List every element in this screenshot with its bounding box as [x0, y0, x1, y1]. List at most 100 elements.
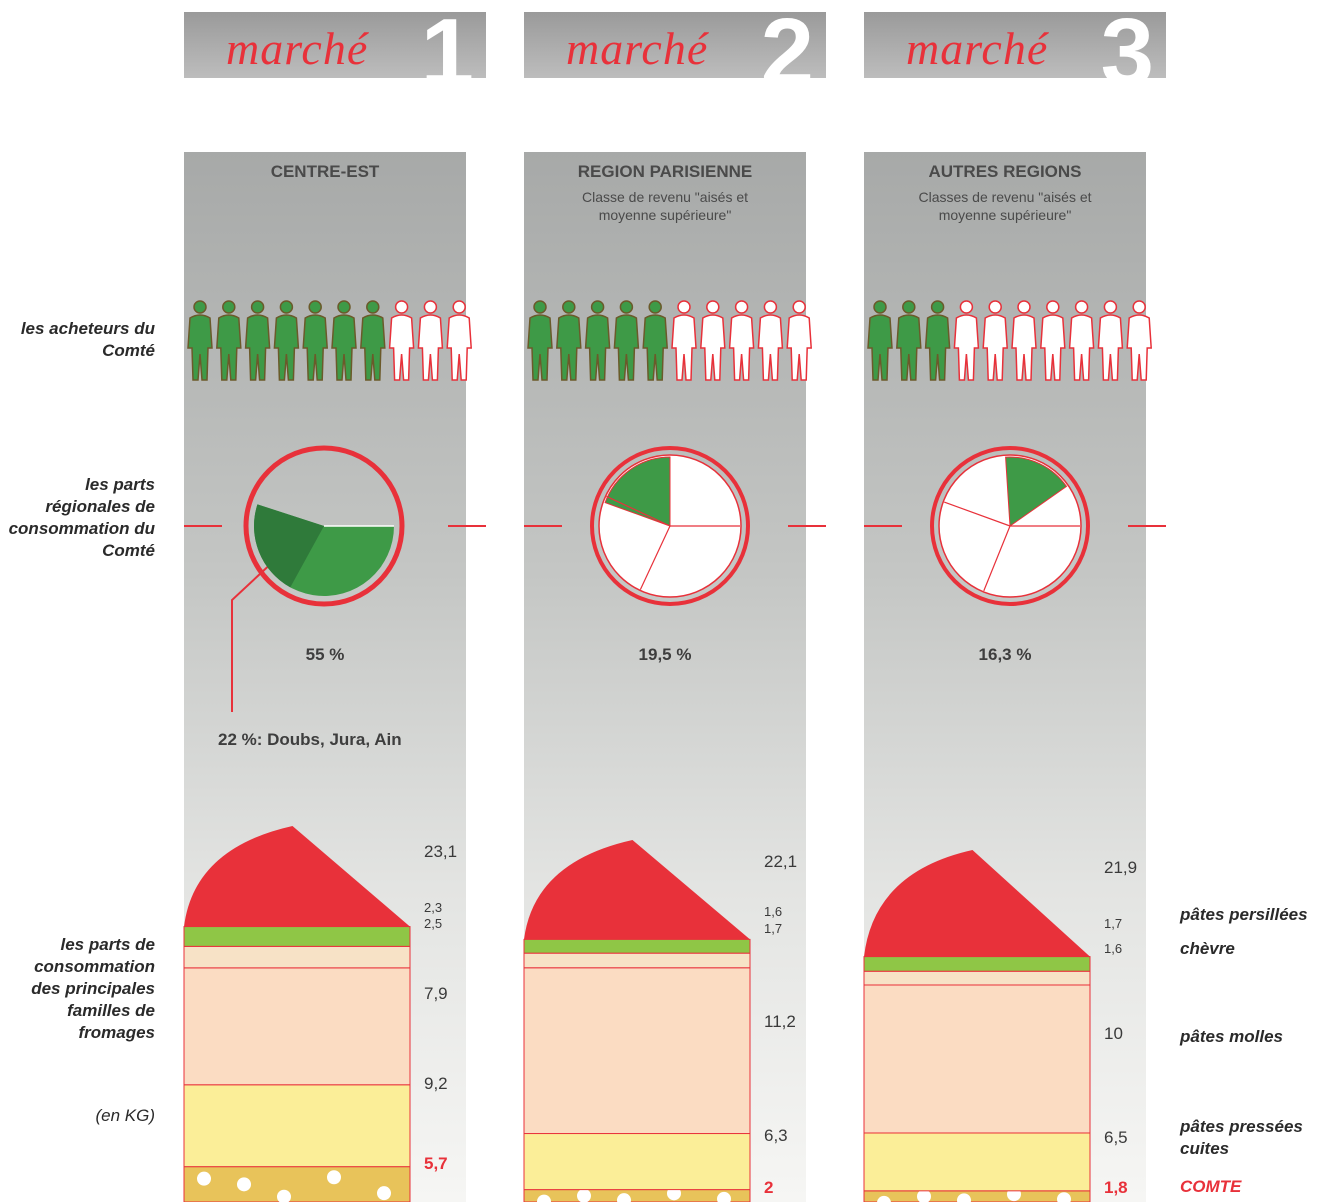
legend-molles: pâtes molles	[1180, 1027, 1283, 1046]
column-subtitle: Classes de revenu "aisés et moyenne supé…	[918, 189, 1092, 223]
label-regional-shares: les parts régionales de consommation du …	[8, 475, 155, 560]
person-icon	[867, 300, 893, 381]
cheese-hole	[577, 1188, 591, 1202]
legend-chevre: chèvre	[1180, 939, 1235, 958]
pie-divider	[983, 525, 1011, 592]
value-pressees: 6,5	[1104, 1128, 1128, 1147]
cheese-stack	[523, 840, 751, 1202]
cheese-hole	[537, 1194, 551, 1202]
column-subtitle: Classe de revenu "aisés et moyenne supér…	[581, 189, 749, 223]
value-molles: 7,9	[424, 984, 448, 1003]
person-icon	[613, 300, 640, 381]
stack-segment-comte	[863, 1190, 1091, 1202]
person-icon	[1068, 300, 1095, 381]
stack-segment-pressees	[183, 1084, 411, 1168]
label-unit: (en KG)	[95, 1106, 155, 1125]
column-title: AUTRES REGIONS	[928, 162, 1082, 181]
value-chevre: 2,5	[424, 916, 443, 931]
person-icon	[331, 300, 357, 381]
person-icon	[895, 300, 922, 381]
person-icon	[642, 300, 669, 381]
regional-share-pie	[930, 446, 1090, 606]
value-molles: 10	[1104, 1024, 1123, 1043]
stack-segment-persillees	[863, 956, 1091, 972]
cheese-stack	[863, 850, 1091, 1202]
value-persillees: 1,7	[1104, 916, 1123, 931]
pie-ring	[930, 446, 1090, 606]
cheese-hole	[277, 1189, 291, 1202]
cheese-hole	[877, 1195, 891, 1202]
share-label: 19,5 %	[638, 645, 692, 664]
value-comte: 5,7	[424, 1154, 448, 1173]
stack-segment-chevre	[863, 970, 1091, 986]
person-icon	[388, 300, 415, 381]
column-title: CENTRE-EST	[270, 162, 380, 181]
value-persillees: 2,3	[424, 900, 443, 915]
person-icon	[1097, 300, 1124, 381]
cheese-hole	[327, 1170, 341, 1185]
stack-segment-persillees	[183, 926, 411, 947]
stack-segment-chevre	[523, 952, 751, 969]
tab-number: 2	[760, 12, 814, 78]
tab-marche-1: marché 1	[184, 12, 486, 78]
label-families: les parts de consommation des principale…	[31, 935, 155, 1042]
tab-number: 3	[1100, 12, 1154, 78]
person-icon	[417, 300, 444, 381]
person-icon	[1126, 300, 1153, 381]
person-icon	[1011, 300, 1037, 381]
tab-word: marché	[226, 23, 369, 74]
person-icon	[215, 300, 242, 381]
cheese-stack	[183, 826, 411, 1202]
tab-marche-2: marché 2	[524, 12, 826, 78]
value-total: 22,1	[764, 852, 798, 871]
share-label: 55 %	[305, 645, 345, 664]
pie-divider	[944, 501, 1011, 527]
person-icon	[728, 300, 755, 381]
stack-segment-molles	[863, 984, 1091, 1134]
person-icon	[786, 300, 813, 381]
cheese-hole	[377, 1186, 391, 1201]
cheese-hole	[197, 1171, 211, 1186]
value-molles: 11,2	[764, 1012, 796, 1031]
cheese-hole	[917, 1189, 931, 1202]
stack-total-cap	[524, 840, 750, 940]
value-chevre: 1,7	[764, 921, 783, 936]
cheese-hole	[617, 1193, 631, 1202]
value-chevre: 1,6	[1104, 941, 1123, 956]
stack-segment-pressees	[523, 1133, 751, 1191]
value-pressees: 9,2	[424, 1074, 448, 1093]
person-icon	[527, 300, 553, 381]
person-icon	[359, 300, 386, 381]
person-icon	[1039, 300, 1066, 381]
pie-divider	[606, 495, 671, 527]
person-icon	[699, 300, 726, 381]
tab-word: marché	[906, 23, 1049, 74]
pie-divider	[639, 525, 671, 590]
tab-word: marché	[566, 23, 709, 74]
stack-segment-comte	[523, 1189, 751, 1202]
sub-share-note: 22 %: Doubs, Jura, Ain	[218, 730, 402, 749]
pie-slice-sub-share	[254, 504, 324, 588]
stack-total-cap	[184, 826, 410, 927]
pie-ring	[590, 446, 750, 606]
share-label: 16,3 %	[978, 645, 1032, 664]
cheese-hole	[957, 1193, 971, 1202]
person-icon	[953, 300, 980, 381]
stack-segment-molles	[183, 967, 411, 1086]
column-title: REGION PARISIENNE	[577, 162, 753, 181]
buyers-pictogram	[867, 300, 1153, 381]
person-icon	[187, 300, 213, 381]
person-icon	[757, 300, 784, 381]
value-pressees: 6,3	[764, 1126, 788, 1145]
value-persillees: 1,6	[764, 904, 783, 919]
value-comte: 2	[764, 1178, 774, 1197]
person-icon	[584, 300, 611, 381]
buyers-pictogram	[187, 300, 473, 381]
regional-share-pie	[243, 445, 405, 607]
cheese-hole	[237, 1177, 251, 1192]
value-comte: 1,8	[1104, 1178, 1128, 1197]
pie-ring	[243, 445, 405, 607]
legend-persillees: pâtes persillées	[1180, 905, 1308, 924]
regional-share-pie	[590, 446, 750, 606]
stack-segment-chevre	[183, 945, 411, 969]
